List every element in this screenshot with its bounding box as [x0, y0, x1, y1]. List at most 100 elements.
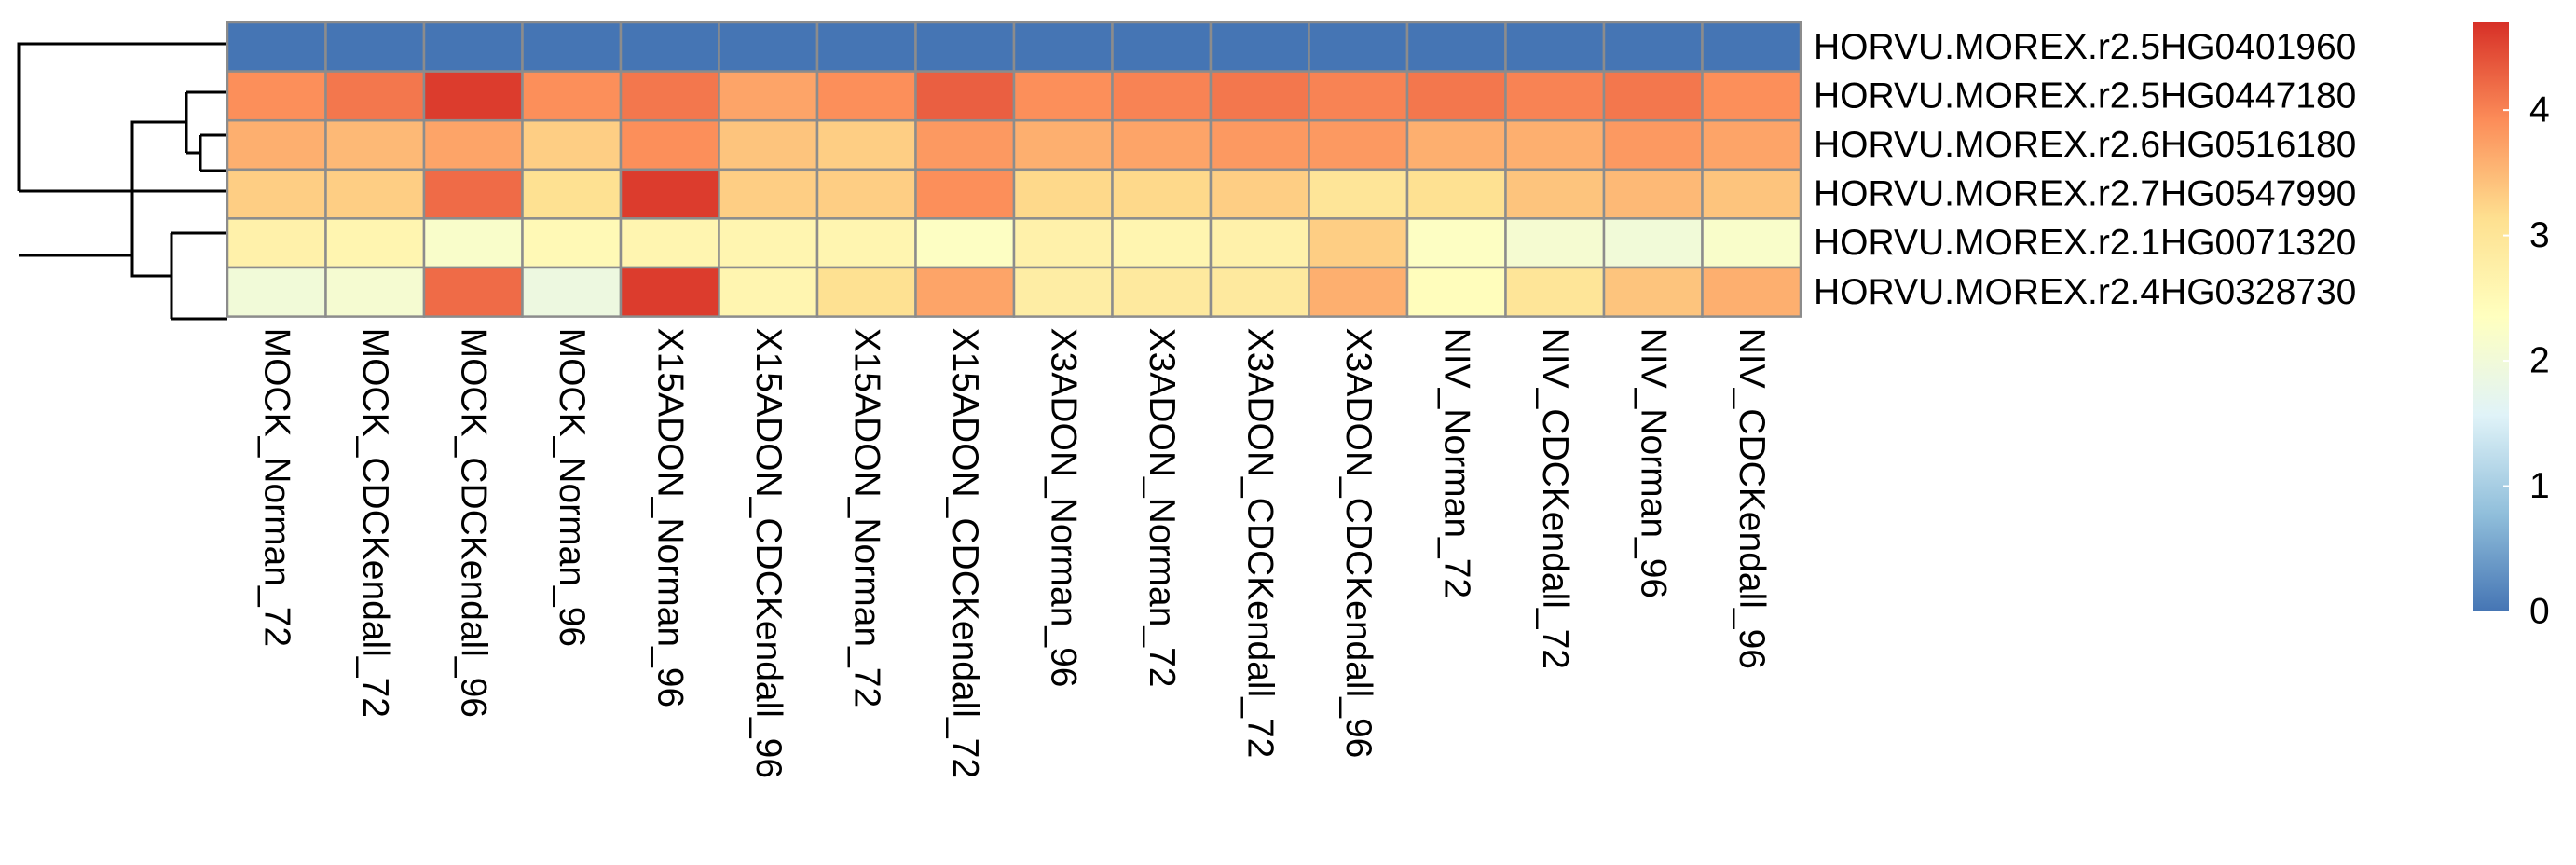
- heatmap-cell: [422, 118, 524, 172]
- heatmap-cell: [1405, 70, 1507, 122]
- heatmap-cell: [1111, 266, 1213, 318]
- heatmap-cell: [815, 70, 917, 122]
- heatmap-cell: [1405, 266, 1507, 318]
- column-label: NIV_Norman_96: [1633, 328, 1673, 598]
- heatmap-cell: [1504, 21, 1606, 73]
- column-label: X3ADON_Norman_72: [1142, 328, 1182, 688]
- heatmap-cell: [324, 266, 426, 318]
- heatmap-cell: [521, 217, 623, 269]
- heatmap-cell: [1012, 21, 1114, 73]
- heatmap-cell: [619, 21, 720, 73]
- heatmap-cell: [1405, 168, 1507, 220]
- heatmap-cell: [1701, 70, 1802, 122]
- column-label: X15ADON_CDCKendall_96: [748, 328, 788, 778]
- heatmap-cell: [1602, 21, 1704, 73]
- heatmap-cell: [914, 21, 1016, 73]
- column-label: X15ADON_CDCKendall_72: [945, 328, 985, 778]
- heatmap-cell: [1308, 70, 1409, 122]
- colorbar-tick-label: 2: [2529, 341, 2550, 381]
- heatmap-cell: [1504, 70, 1606, 122]
- colorbar-tick-label: 4: [2529, 90, 2550, 130]
- heatmap-cell: [226, 168, 327, 220]
- heatmap-cell: [718, 266, 819, 318]
- column-label: NIV_CDCKendall_96: [1732, 328, 1772, 669]
- heatmap-cell: [521, 266, 623, 318]
- heatmap-cell: [815, 118, 917, 172]
- dendrogram-branch: [17, 42, 227, 191]
- heatmap-cell: [422, 266, 524, 318]
- colorbar-tick-label: 1: [2529, 466, 2550, 506]
- column-label: NIV_Norman_72: [1436, 328, 1476, 598]
- heatmap-cell: [619, 168, 720, 220]
- column-label: X3ADON_CDCKendall_72: [1240, 328, 1280, 759]
- heatmap-cell: [521, 168, 623, 220]
- heatmap-cell: [1111, 70, 1213, 122]
- colorbar-gradient: [2473, 22, 2509, 611]
- heatmap-cell: [1111, 21, 1213, 73]
- heatmap-cell: [1405, 21, 1507, 73]
- heatmap-cell: [1504, 266, 1606, 318]
- heatmap-cell: [422, 70, 524, 122]
- heatmap-cell: [1405, 217, 1507, 269]
- row-label: HORVU.MOREX.r2.5HG0401960: [1814, 27, 2356, 67]
- heatmap-cell: [815, 217, 917, 269]
- heatmap-cell: [718, 217, 819, 269]
- heatmap-cell: [1504, 217, 1606, 269]
- heatmap-cell: [1504, 118, 1606, 172]
- heatmap-cell: [1012, 217, 1114, 269]
- heatmap-cell: [324, 21, 426, 73]
- heatmap-cell: [815, 21, 917, 73]
- heatmap-cell: [1701, 266, 1802, 318]
- heatmap-cell: [1701, 21, 1802, 73]
- dendrogram-branch: [130, 255, 171, 278]
- heatmap-cell: [1209, 266, 1310, 318]
- heatmap-cell: [815, 266, 917, 318]
- heatmap-cell: [718, 168, 819, 220]
- heatmap-cell: [718, 118, 819, 172]
- heatmap-cell: [914, 168, 1016, 220]
- heatmap-cell: [619, 266, 720, 318]
- heatmap-cell: [422, 21, 524, 73]
- heatmap-cell: [1111, 168, 1213, 220]
- heatmap-cell: [914, 118, 1016, 172]
- heatmap-cell: [324, 168, 426, 220]
- heatmap-cell: [914, 266, 1016, 318]
- column-label: NIV_CDCKendall_72: [1535, 328, 1575, 669]
- heatmap-cell: [1012, 168, 1114, 220]
- heatmap-cell: [1308, 168, 1409, 220]
- heatmap-cell: [914, 217, 1016, 269]
- heatmap-cell: [226, 217, 327, 269]
- column-label: MOCK_CDCKendall_72: [355, 328, 395, 718]
- column-label: MOCK_CDCKendall_96: [453, 328, 493, 718]
- heatmap-cells: [226, 21, 1802, 318]
- heatmap-cell: [1602, 217, 1704, 269]
- heatmap-cell: [226, 21, 327, 73]
- row-label: HORVU.MOREX.r2.6HG0516180: [1814, 125, 2356, 165]
- heatmap-cell: [1209, 21, 1310, 73]
- column-label: X15ADON_Norman_96: [650, 328, 690, 708]
- heatmap-cell: [1012, 266, 1114, 318]
- colorbar-ticks: 0 1 2 3 4: [2503, 90, 2550, 632]
- heatmap-cell: [521, 70, 623, 122]
- heatmap-cell: [1209, 168, 1310, 220]
- heatmap-cell: [1111, 118, 1213, 172]
- heatmap-cell: [1701, 217, 1802, 269]
- heatmap-cell: [1701, 168, 1802, 220]
- heatmap-cell: [619, 217, 720, 269]
- heatmap-cell: [1308, 118, 1409, 172]
- dendrogram-branch: [130, 120, 186, 255]
- row-label: HORVU.MOREX.r2.7HG0547990: [1814, 174, 2356, 214]
- row-label: HORVU.MOREX.r2.4HG0328730: [1814, 272, 2356, 312]
- heatmap-cell: [619, 118, 720, 172]
- row-labels: HORVU.MOREX.r2.5HG0401960 HORVU.MOREX.r2.…: [1814, 27, 2356, 312]
- heatmap-cell: [619, 70, 720, 122]
- heatmap-cell: [521, 118, 623, 172]
- heatmap-cell: [815, 168, 917, 220]
- column-label: X3ADON_Norman_96: [1043, 328, 1083, 688]
- column-label: MOCK_Norman_72: [256, 328, 296, 647]
- heatmap-cell: [226, 118, 327, 172]
- heatmap-cell: [1504, 168, 1606, 220]
- heatmap-cell: [422, 217, 524, 269]
- heatmap-cell: [1209, 70, 1310, 122]
- colorbar-tick-label: 3: [2529, 215, 2550, 255]
